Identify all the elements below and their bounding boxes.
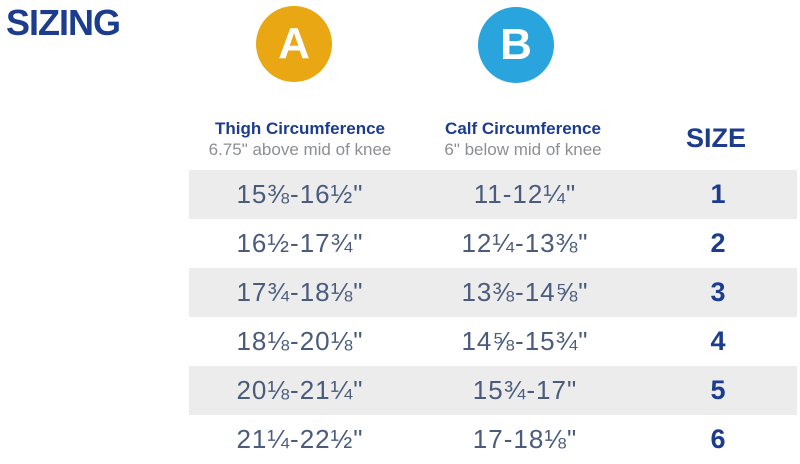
thigh-value: 17¾-18⅛" xyxy=(236,277,364,307)
thigh-column-subtitle: 6.75" above mid of knee xyxy=(208,140,392,159)
calf-value: 11-12¼" xyxy=(473,179,577,209)
calf-value: 14⅝-15¾" xyxy=(461,326,589,356)
thigh-value: 16½-17¾" xyxy=(236,228,364,258)
marker-a-circle: A xyxy=(256,6,332,82)
calf-column-title: Calf Circumference xyxy=(445,119,601,138)
size-value: 4 xyxy=(710,326,726,356)
table-row: 18⅛-20⅛" 14⅝-15¾" 4 xyxy=(189,317,797,366)
calf-value: 13⅜-14⅝" xyxy=(461,277,589,307)
calf-value: 12¼-13⅜" xyxy=(461,228,589,258)
size-table: 15⅜-16½" 11-12¼" 1 16½-17¾" 12¼-13⅜" 2 1… xyxy=(189,170,797,464)
thigh-value: 18⅛-20⅛" xyxy=(236,326,364,356)
marker-a-label: A xyxy=(278,19,310,68)
thigh-column-title: Thigh Circumference xyxy=(214,119,386,138)
page-title: SIZING xyxy=(6,2,121,43)
size-value: 5 xyxy=(710,375,726,405)
size-value: 1 xyxy=(710,179,726,209)
calf-column-subtitle: 6" below mid of knee xyxy=(444,140,602,159)
thigh-value: 15⅜-16½" xyxy=(236,179,364,209)
table-row: 21¼-22½" 17-18⅛" 6 xyxy=(189,415,797,464)
calf-column-header: Calf Circumference 6" below mid of knee xyxy=(373,118,673,161)
marker-b-circle: B xyxy=(478,7,554,83)
thigh-value: 21¼-22½" xyxy=(236,424,364,454)
thigh-value: 20⅛-21¼" xyxy=(236,375,364,405)
marker-b-label: B xyxy=(500,20,532,69)
thigh-column-header: Thigh Circumference 6.75" above mid of k… xyxy=(150,118,450,161)
table-row: 16½-17¾" 12¼-13⅜" 2 xyxy=(189,219,797,268)
calf-value: 17-18⅛" xyxy=(472,424,578,454)
table-row: 17¾-18⅛" 13⅜-14⅝" 3 xyxy=(189,268,797,317)
size-column-header: SIZE xyxy=(685,123,746,153)
table-row: 20⅛-21¼" 15¾-17" 5 xyxy=(189,366,797,415)
table-row: 15⅜-16½" 11-12¼" 1 xyxy=(189,170,797,219)
calf-value: 15¾-17" xyxy=(472,375,578,405)
size-value: 6 xyxy=(710,424,726,454)
size-value: 3 xyxy=(710,277,726,307)
size-value: 2 xyxy=(710,228,726,258)
